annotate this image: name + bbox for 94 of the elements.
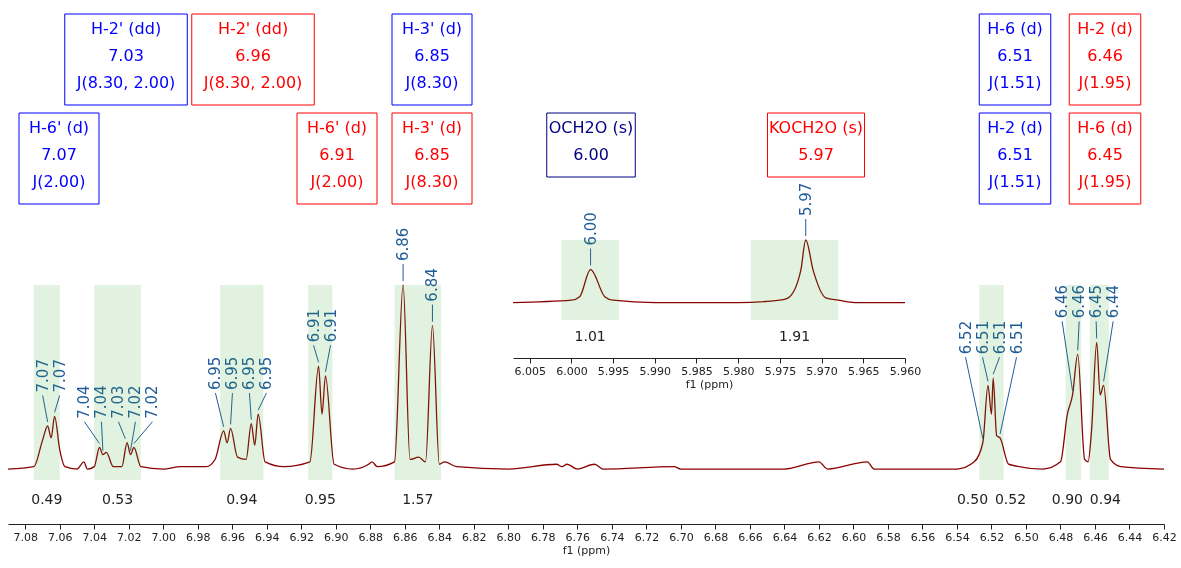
- text: H-2' (dd) 6.96 J(8.30, 2.00): [202, 19, 303, 92]
- x-tick-label: 6.74: [600, 530, 625, 544]
- x-tick-label: 6.50: [1014, 530, 1039, 544]
- annotation: 6.91: [304, 308, 323, 343]
- x-tick-label: 6.44: [1117, 530, 1143, 544]
- x-tick-label: 7.02: [117, 530, 142, 544]
- x-axis-title: f1 (ppm): [562, 543, 611, 557]
- x-tick-label: 6.46: [1083, 530, 1108, 544]
- x-tick-label: 6.98: [186, 530, 211, 544]
- text: H-2 (d) 6.46 J(1.95): [1077, 19, 1133, 92]
- x-tick-label: 6.96: [220, 530, 246, 544]
- annotation: 6.44: [1104, 284, 1123, 319]
- x-axis-title: f1 (ppm): [685, 377, 734, 391]
- annotation: 7.07: [50, 359, 69, 393]
- annotation: 7.04: [75, 385, 94, 419]
- x-tick-label: 6.48: [1048, 530, 1074, 544]
- annotation: 6.84: [423, 268, 442, 302]
- x-tick-label: 5.975: [764, 364, 797, 378]
- annotation: 6.46: [1053, 284, 1072, 319]
- x-tick-label: 6.86: [393, 530, 418, 544]
- x-tick-label: 7.00: [151, 530, 177, 544]
- x-tick-label: 7.06: [48, 530, 73, 544]
- band-label: 1.91: [778, 328, 811, 344]
- x-tick-label: 7.04: [82, 530, 108, 544]
- x-tick-label: 6.90: [324, 530, 349, 544]
- x-tick-label: 6.84: [427, 530, 453, 544]
- annotation: 6.95: [240, 356, 259, 391]
- text: H-2' (dd) 7.03 J(8.30, 2.00): [75, 19, 176, 92]
- x-tick-label: 6.80: [496, 530, 522, 544]
- annotation: 5.97: [796, 182, 815, 216]
- band-label: 0.50: [956, 491, 989, 507]
- annotation: 6.91: [321, 308, 340, 343]
- text: H-3' (d) 6.85 J(8.30): [401, 118, 463, 191]
- x-tick-label: 6.64: [772, 530, 798, 544]
- x-tick-label: 5.965: [848, 364, 880, 378]
- x-tick-label: 6.70: [669, 530, 694, 544]
- band-label: 0.53: [101, 491, 134, 507]
- text: KOCH2O (s) 5.97: [768, 118, 864, 164]
- x-tick-label: 5.960: [889, 364, 922, 378]
- band-label: 0.52: [994, 491, 1027, 507]
- band-label: 1.01: [574, 328, 606, 344]
- x-tick-label: 6.72: [634, 530, 660, 544]
- text: OCH2O (s) 6.00: [548, 118, 634, 164]
- band-label: 0.94: [1089, 491, 1122, 507]
- annotation: 7.07: [33, 359, 52, 393]
- x-tick-label: 6.76: [565, 530, 591, 544]
- text: H-6 (d) 6.45 J(1.95): [1077, 118, 1133, 191]
- annotation: 6.95: [257, 356, 276, 391]
- x-tick-label: 6.56: [910, 530, 936, 544]
- x-tick-label: 5.995: [597, 364, 630, 378]
- x-tick-label: 6.94: [255, 530, 280, 544]
- x-tick-label: 6.92: [289, 530, 315, 544]
- x-tick-label: 6.62: [807, 530, 832, 544]
- annotation: 6.51: [990, 320, 1009, 355]
- annotation: 6.95: [223, 356, 242, 391]
- x-tick-label: 5.980: [722, 364, 755, 378]
- x-tick-label: 6.68: [703, 530, 729, 544]
- x-tick-label: 6.60: [841, 530, 867, 544]
- band-label: 0.95: [304, 491, 336, 507]
- text: H-6 (d) 6.51 J(1.51): [987, 19, 1043, 92]
- annotation: 6.00: [581, 212, 600, 246]
- x-tick-label: 5.990: [639, 364, 672, 378]
- annotation: 7.02: [143, 385, 162, 419]
- x-tick-label: 7.08: [13, 530, 38, 544]
- text: H-3' (d) 6.85 J(8.30): [401, 19, 463, 92]
- text: H-6' (d) 7.07 J(2.00): [28, 118, 90, 191]
- x-tick-label: 6.58: [876, 530, 901, 544]
- band-label: 1.57: [402, 491, 434, 507]
- x-tick-label: 5.970: [806, 364, 838, 378]
- band-label: 0.90: [1051, 491, 1083, 507]
- annotation: 7.04: [92, 385, 111, 419]
- text: H-6' (d) 6.91 J(2.00): [306, 118, 368, 191]
- x-tick-label: 6.005: [514, 364, 546, 378]
- annotation: 6.95: [206, 356, 225, 391]
- text: H-2 (d) 6.51 J(1.51): [987, 118, 1043, 191]
- x-tick-label: 6.78: [531, 530, 556, 544]
- annotation: 6.52: [956, 320, 975, 355]
- annotation: 7.02: [126, 385, 145, 419]
- annotation: 7.03: [109, 385, 128, 419]
- x-tick-label: 6.52: [979, 530, 1005, 544]
- x-tick-label: 5.985: [681, 364, 713, 378]
- x-tick-label: 6.66: [738, 530, 763, 544]
- annotation: 6.46: [1070, 284, 1089, 319]
- annotation: 6.86: [394, 227, 413, 261]
- annotation: 6.45: [1087, 284, 1106, 319]
- band-label: 0.94: [226, 491, 258, 507]
- band-label: 0.49: [31, 491, 63, 507]
- x-tick-label: 6.82: [462, 530, 487, 544]
- x-tick-label: 6.54: [945, 530, 970, 544]
- annotation: 6.51: [973, 320, 992, 355]
- annotation: 6.51: [1007, 320, 1026, 355]
- x-tick-label: 6.42: [1152, 530, 1177, 544]
- x-tick-label: 6.000: [556, 364, 588, 378]
- x-tick-label: 6.88: [358, 530, 384, 544]
